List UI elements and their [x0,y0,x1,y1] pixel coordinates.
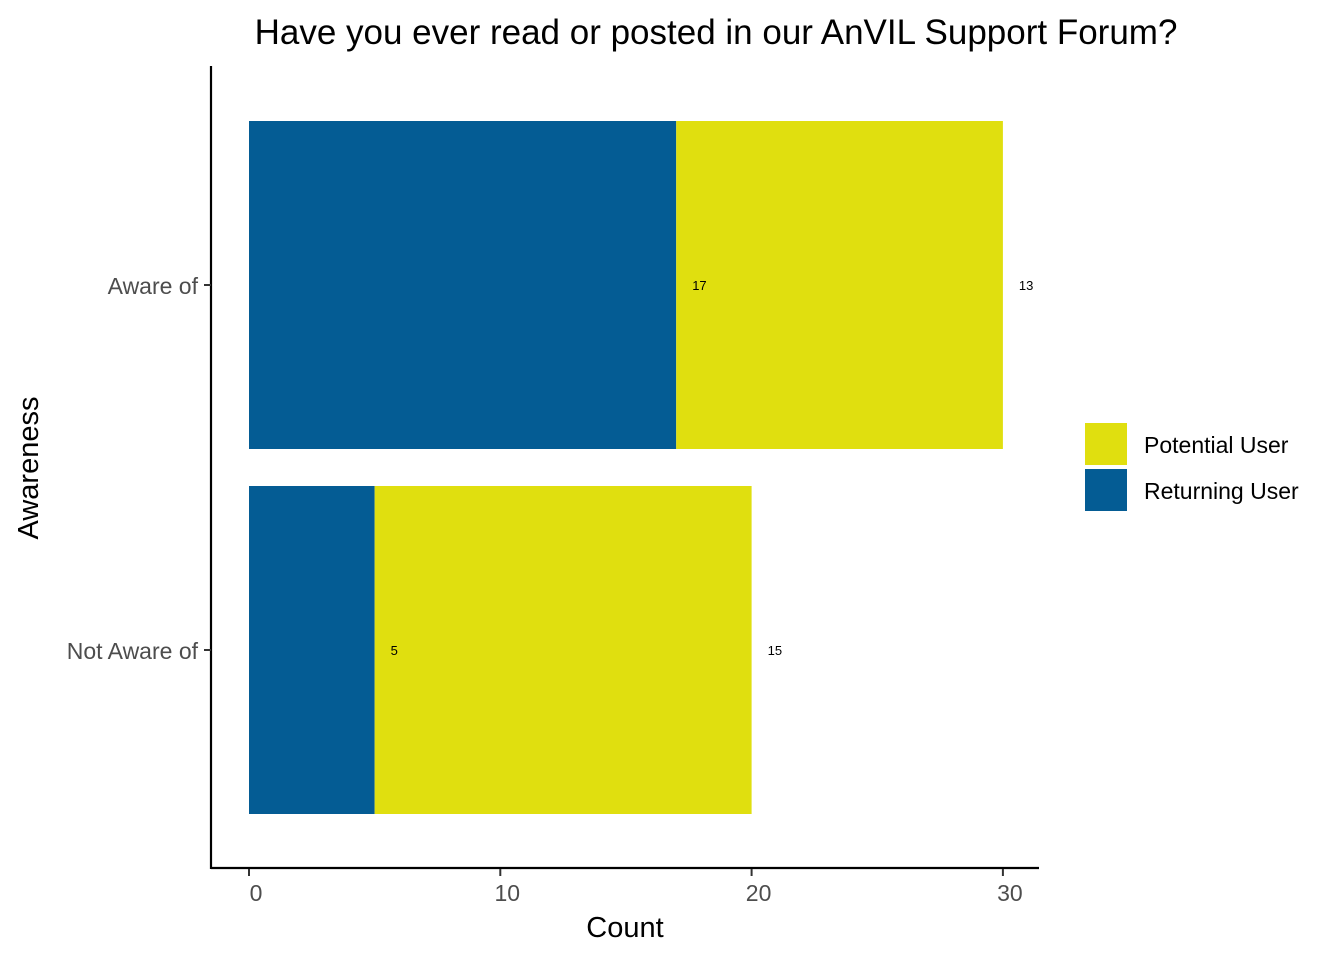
y-tick-label: Aware of [108,273,199,299]
data-label: 17 [692,278,706,293]
legend-key-returning-user [1085,469,1127,511]
y-axis-ticks: Aware of Not Aware of [67,273,211,664]
legend-label: Potential User [1144,432,1289,458]
x-tick-label: 30 [997,880,1023,906]
bar-returning-user-not-aware-of [249,486,375,814]
data-label-layer: 17 13 5 15 [391,278,1034,658]
data-label: 5 [391,643,398,658]
x-tick-label: 0 [250,880,263,906]
bar-potential-user-aware-of [676,121,1003,449]
bar-returning-user-aware-of [249,121,677,449]
legend-label: Returning User [1144,478,1299,504]
x-tick-label: 10 [495,880,521,906]
x-axis-title: Count [586,912,663,944]
legend: Potential User Returning User [1085,423,1299,511]
data-label: 15 [768,643,782,658]
chart-title: Have you ever read or posted in our AnVI… [255,13,1178,52]
legend-key-potential-user [1085,423,1127,465]
data-label: 13 [1019,278,1033,293]
x-axis-ticks: 0 10 20 30 [248,869,1023,906]
bar-potential-user-not-aware-of [374,486,752,814]
y-tick-label: Not Aware of [67,638,199,664]
bar-layer [249,121,1003,814]
x-tick-label: 20 [746,880,772,906]
y-axis-title: Awareness [13,397,45,540]
